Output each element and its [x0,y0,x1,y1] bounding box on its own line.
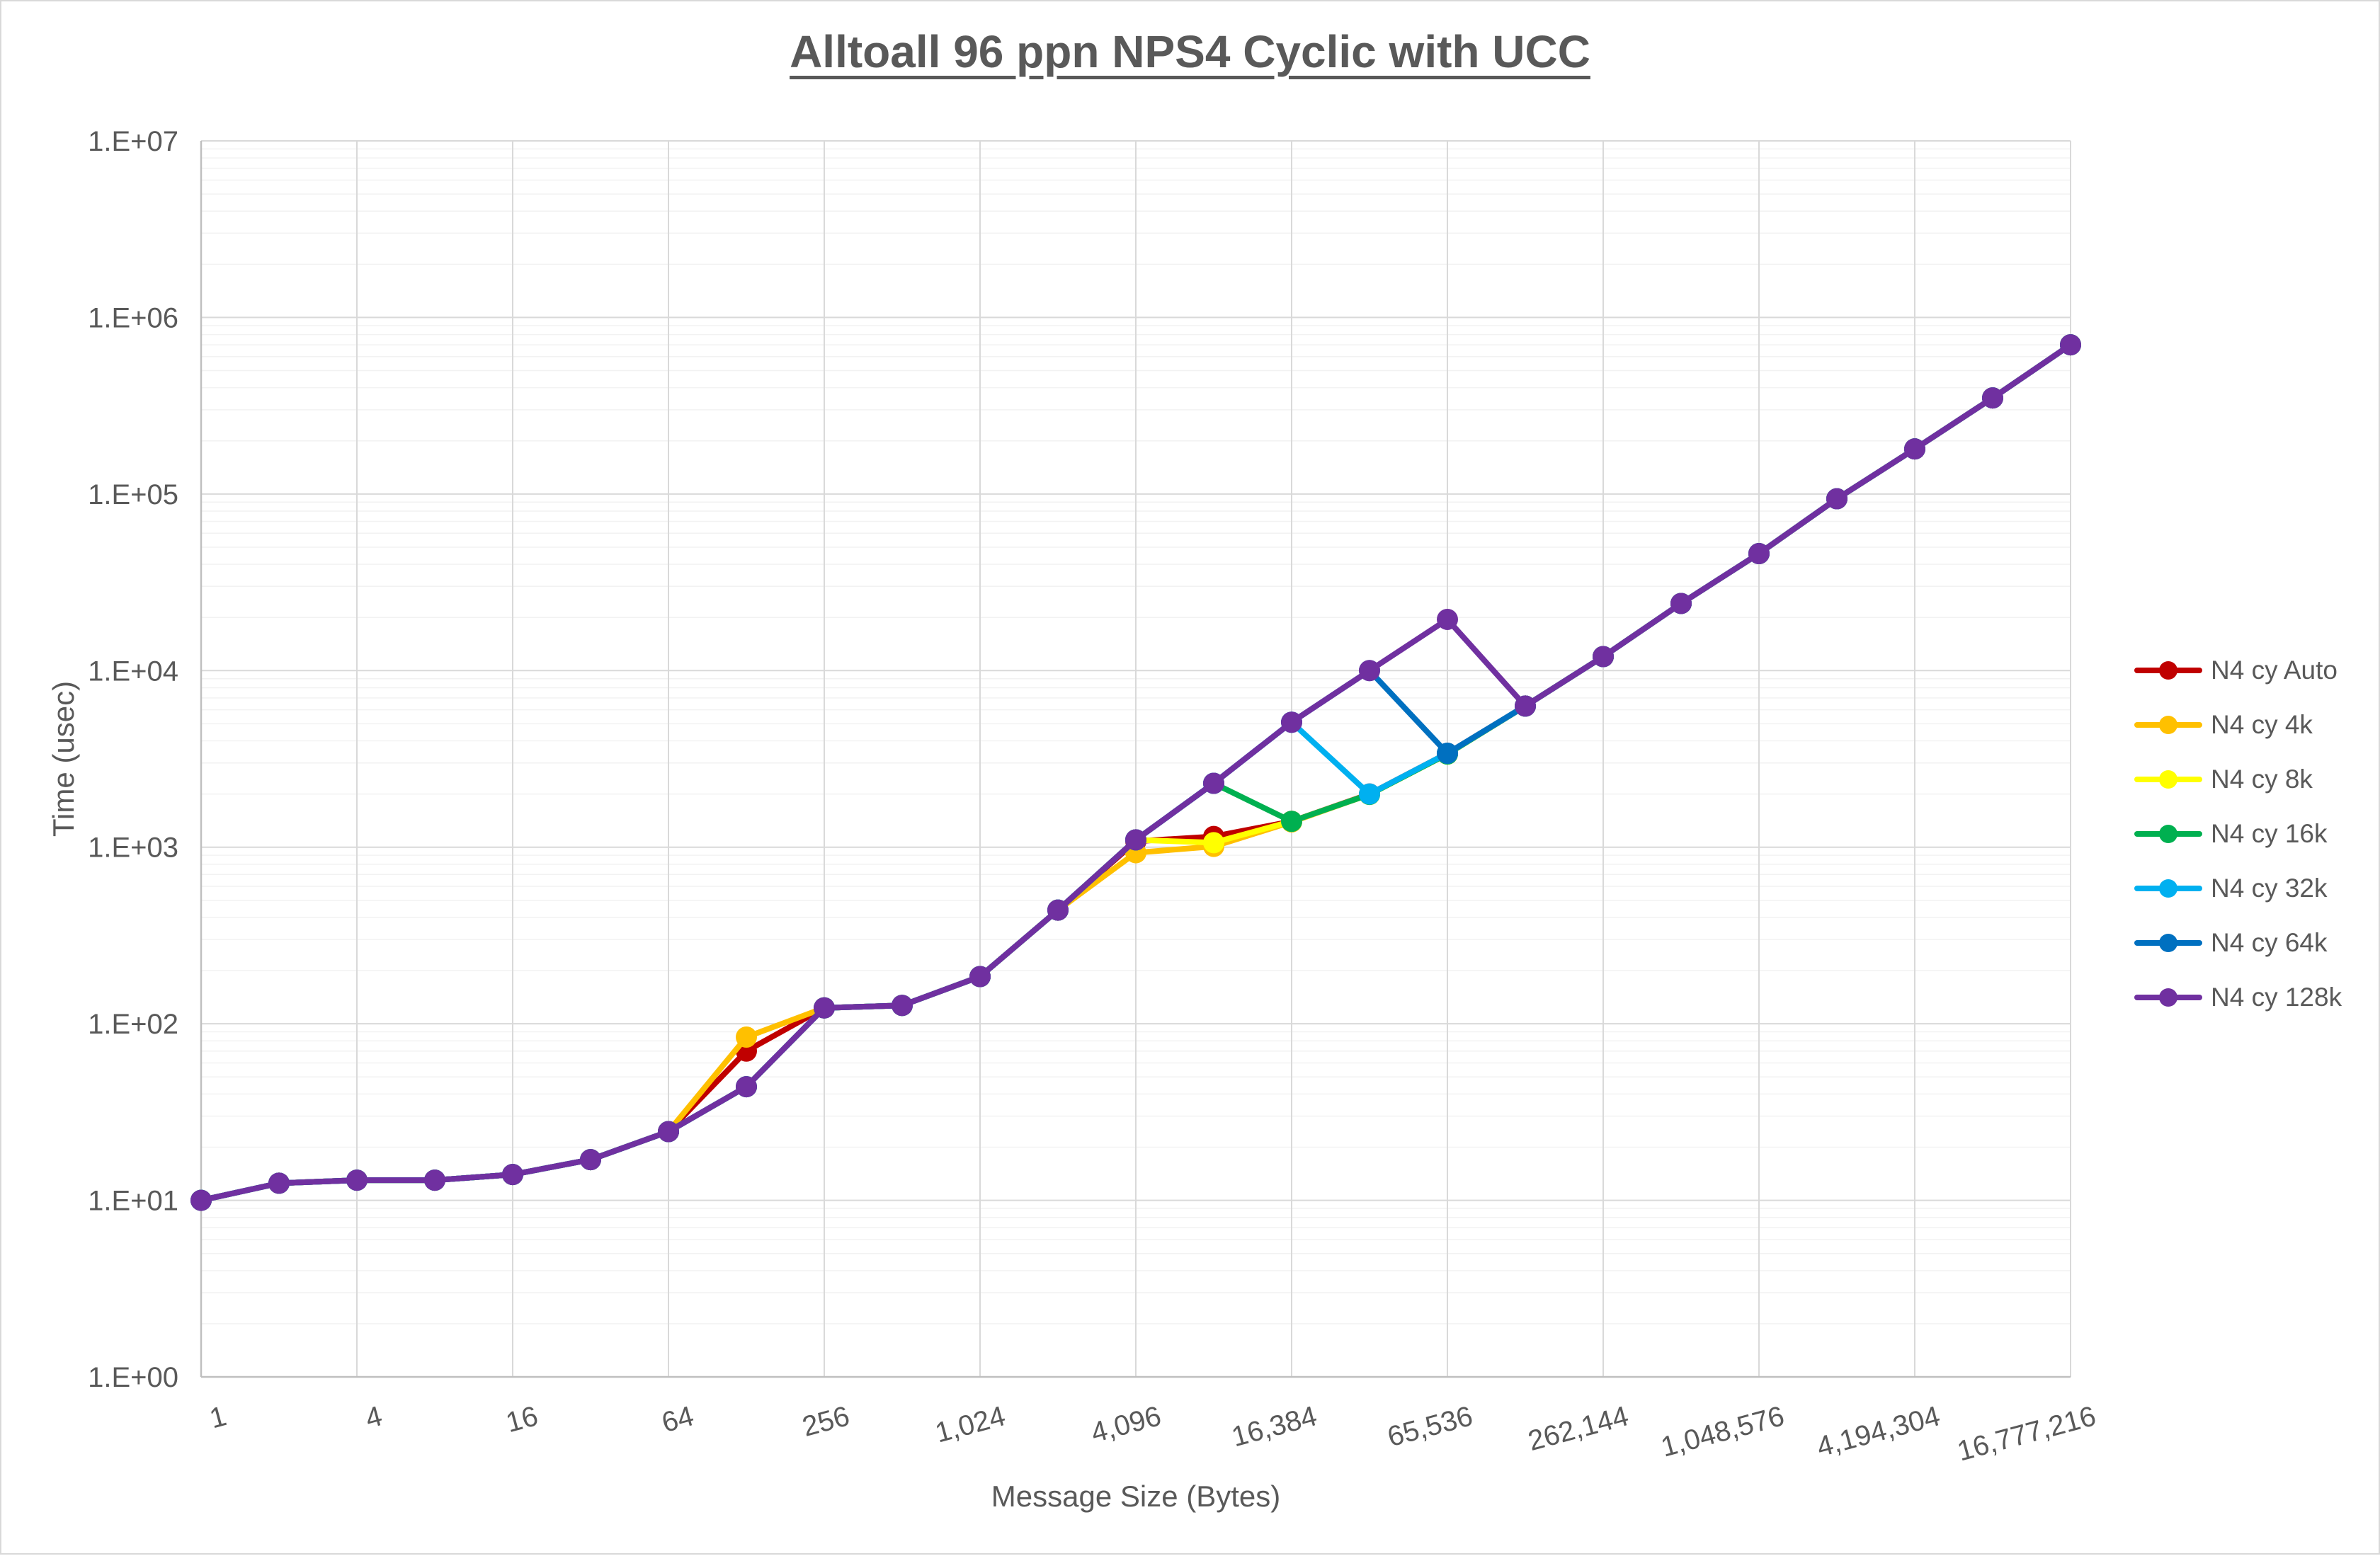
data-point [814,997,835,1019]
data-point [1982,387,2003,409]
legend-item: N4 cy 8k [2134,752,2342,806]
y-tick-label: 1.E+07 [88,126,178,157]
data-point [1904,438,1925,460]
x-tick-label: 65,536 [1384,1400,1476,1453]
x-tick-label: 16,777,216 [1954,1400,2100,1467]
data-point [1593,646,1614,668]
x-tick-label: 1,024 [932,1400,1008,1448]
legend-label: N4 cy 32k [2211,873,2328,903]
legend-marker-icon [2134,714,2202,736]
x-tick-label: 4,096 [1088,1400,1164,1448]
x-tick-label: 16,384 [1229,1400,1321,1453]
y-tick-label: 1.E+06 [88,302,178,333]
y-tick-label: 1.E+05 [88,479,178,510]
chart-title: Alltoall 96 ppn NPS4 Cyclic with UCC [790,26,1590,77]
x-tick-label: 64 [659,1400,697,1438]
series-n4-cy-128k [190,334,2081,1211]
legend-item: N4 cy 64k [2134,915,2342,970]
y-tick-label: 1.E+03 [88,833,178,864]
legend-dot-icon [2159,988,2177,1007]
legend: N4 cy Auto N4 cy 4k N4 cy 8k N4 cy 16k N4 cy… [2134,643,2342,1024]
legend-dot-icon [2159,770,2177,789]
x-tick-label: 4 [362,1400,385,1434]
y-tick-label: 1.E+02 [88,1009,178,1040]
legend-marker-icon [2134,987,2202,1008]
data-point [190,1189,212,1211]
legend-label: N4 cy 4k [2211,709,2313,739]
data-point [1437,743,1458,765]
legend-label: N4 cy 16k [2211,818,2328,848]
data-point [1281,811,1302,833]
data-point [1203,772,1224,794]
data-point [424,1169,445,1191]
data-point [1125,829,1146,851]
legend-item: N4 cy 4k [2134,697,2342,752]
axis-lines [200,141,2071,1378]
data-point [346,1169,368,1191]
data-point [736,1076,757,1098]
legend-item: N4 cy 32k [2134,861,2342,915]
series-group [190,334,2081,1211]
data-point [1047,899,1069,921]
data-point [1281,711,1302,733]
data-point [502,1164,523,1186]
data-point [1670,593,1692,614]
x-tick-label: 16 [503,1400,541,1438]
data-point [736,1026,757,1048]
data-point [969,966,991,988]
data-point [1203,832,1224,854]
y-tick-label: 1.E+04 [88,656,178,687]
legend-label: N4 cy 64k [2211,927,2328,957]
tick-labels: 1.E+00 1.E+01 1.E+02 1.E+03 1.E+04 1.E+05 1.E+… [88,126,2099,1468]
x-tick-label: 1 [206,1400,229,1434]
data-point [1359,783,1380,805]
legend-marker-icon [2134,932,2202,954]
legend-dot-icon [2159,879,2177,898]
data-point [1359,660,1380,682]
x-tick-label: 4,194,304 [1814,1400,1943,1463]
data-point [1748,542,1770,564]
data-point [2060,334,2081,356]
legend-item: N4 cy 16k [2134,806,2342,861]
legend-dot-icon [2159,715,2177,734]
x-tick-label: 262,144 [1525,1400,1632,1457]
legend-item: N4 cy Auto [2134,643,2342,697]
data-point [1515,695,1536,717]
x-axis-title: Message Size (Bytes) [991,1480,1281,1513]
y-tick-label: 1.E+00 [88,1362,178,1393]
legend-label: N4 cy Auto [2211,655,2338,685]
data-point [892,995,913,1017]
legend-dot-icon [2159,824,2177,843]
data-point [580,1149,601,1171]
data-point [1826,488,1847,510]
data-point [268,1172,290,1194]
legend-item: N4 cy 128k [2134,970,2342,1024]
legend-label: N4 cy 8k [2211,764,2313,794]
x-tick-label: 1,048,576 [1658,1400,1787,1463]
legend-marker-icon [2134,769,2202,790]
y-tick-label: 1.E+01 [88,1186,178,1217]
x-tick-label: 256 [799,1400,853,1443]
major-gridlines [200,140,2071,1378]
legend-dot-icon [2159,933,2177,952]
legend-dot-icon [2159,660,2177,680]
legend-marker-icon [2134,823,2202,845]
legend-label: N4 cy 128k [2211,982,2342,1012]
legend-marker-icon [2134,878,2202,899]
data-point [1437,608,1458,630]
legend-marker-icon [2134,660,2202,681]
data-point [658,1121,679,1143]
